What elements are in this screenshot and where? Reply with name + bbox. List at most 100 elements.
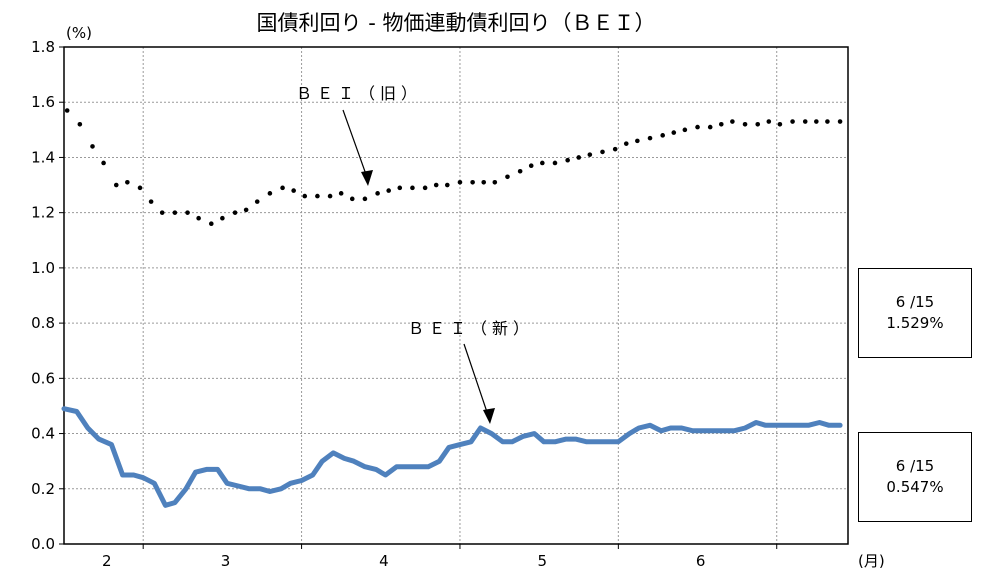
chart-title: 国債利回り - 物価連動債利回り（ＢＥＩ）	[257, 11, 656, 35]
bei-old-point	[208, 221, 214, 227]
bei-old-point	[492, 179, 498, 185]
annotation-arrow-new	[463, 343, 490, 419]
bei-old-point	[682, 127, 688, 133]
annotation-arrow-old	[342, 109, 369, 181]
bei-old-point	[540, 160, 545, 166]
x-tick-label: 2	[102, 552, 112, 570]
bei-old-point	[671, 130, 677, 135]
callout-value: 0.547%	[886, 478, 944, 496]
bei-old-point	[196, 215, 201, 221]
y-axis-ticks: 0.0 0.2 0.4 0.6 0.8 1.0 1.2 1.4 1.6 1.8	[31, 38, 64, 553]
x-tick-label: 4	[379, 552, 389, 570]
series-lines	[61, 108, 843, 508]
x-tick-label: 6	[696, 552, 706, 570]
bei-old-point	[302, 193, 308, 199]
bei-old-point	[707, 124, 713, 130]
bei-old-point	[470, 179, 475, 185]
bei-old-point	[814, 119, 819, 124]
callout-date: 6 /15	[895, 457, 935, 475]
bei-old-point	[232, 210, 238, 215]
bei-old-point	[790, 119, 795, 124]
bei-old-point	[386, 188, 391, 193]
bei-old-point	[220, 215, 225, 221]
bei-old-point	[172, 210, 178, 215]
gridlines	[64, 47, 848, 544]
bei-old-point	[718, 122, 724, 127]
bei-old-point	[528, 163, 534, 169]
bei-old-point	[766, 119, 772, 124]
y-tick-label: 0.6	[31, 369, 55, 387]
bei-old-point	[612, 146, 618, 152]
annotation-arrowhead-old	[361, 170, 373, 186]
bei-new-line	[61, 406, 843, 508]
bei-old-point	[755, 122, 761, 127]
annotation-bei-new: ＢＥＩ（新）	[408, 319, 534, 338]
bei-old-point	[635, 138, 640, 144]
bei-old-point	[410, 185, 415, 191]
bei-old-point	[777, 122, 783, 127]
y-tick-label: 1.0	[31, 259, 55, 277]
bei-old-point	[802, 119, 808, 124]
bei-old-point	[375, 191, 380, 196]
x-tick-label: 3	[221, 552, 231, 570]
bei-old-point	[159, 210, 165, 215]
callout-bei-new-latest: 6 /15 0.547%	[858, 432, 972, 522]
callout-bei-old-latest: 6 /15 1.529%	[858, 268, 972, 358]
y-tick-label: 0.8	[31, 314, 55, 332]
bei-old-point	[457, 179, 463, 185]
bei-old-point	[517, 168, 523, 174]
bei-old-point	[433, 182, 439, 188]
bei-old-point	[315, 193, 320, 199]
bei-old-point	[695, 124, 700, 130]
callout-value: 1.529%	[886, 314, 944, 332]
annotation-arrowhead-new	[483, 408, 495, 424]
y-tick-label: 1.8	[31, 38, 55, 56]
bei-old-point	[481, 179, 487, 185]
bei-old-point	[113, 182, 119, 188]
bei-old-point	[90, 144, 95, 149]
bei-old-point	[742, 122, 748, 127]
y-axis-unit-label: (%)	[66, 24, 92, 42]
bei-old-point	[837, 119, 843, 124]
y-tick-label: 0.2	[31, 480, 55, 498]
callout-date: 6 /15	[895, 293, 935, 311]
bei-old-point	[77, 122, 83, 127]
bei-old-point	[254, 199, 260, 204]
bei-old-point	[243, 207, 249, 213]
bei-old-point	[647, 135, 653, 141]
bei-old-point	[730, 119, 735, 124]
annotations: ＢＥＩ（旧） ＢＥＩ（新）	[296, 84, 534, 424]
bei-old-point	[125, 179, 130, 185]
bei-old-point	[338, 191, 344, 196]
bei-old-point	[576, 155, 582, 160]
bei-old-point	[362, 196, 368, 202]
bei-old-point	[600, 149, 605, 155]
x-axis-unit-label: (月)	[858, 552, 885, 570]
bei-old-point	[291, 188, 296, 193]
bei-old-point	[505, 174, 510, 180]
bei-old-point	[422, 185, 428, 191]
x-axis-ticks: 2 3 4 5 6	[102, 544, 778, 570]
y-tick-label: 1.6	[31, 93, 55, 111]
bei-old-point	[565, 157, 570, 163]
y-tick-label: 0.4	[31, 425, 55, 443]
bei-old-point	[280, 185, 285, 191]
x-tick-label: 5	[538, 552, 548, 570]
bei-old-point	[349, 196, 355, 202]
bei-old-point	[185, 210, 190, 215]
bei-old-point	[64, 108, 70, 113]
bei-old-point	[267, 191, 273, 196]
bei-old-point	[444, 182, 450, 188]
bei-old-point	[623, 141, 629, 146]
y-tick-label: 1.2	[31, 204, 55, 222]
bei-old-point	[397, 185, 403, 191]
bei-old-point	[587, 152, 593, 157]
bei-old-point	[148, 199, 154, 204]
bei-old-point	[660, 133, 665, 138]
bei-old-point	[137, 185, 143, 191]
annotation-bei-old: ＢＥＩ（旧）	[296, 84, 422, 103]
bei-old-point	[327, 193, 333, 199]
bei-old-point	[101, 160, 106, 166]
plot-area-frame	[63, 46, 849, 545]
